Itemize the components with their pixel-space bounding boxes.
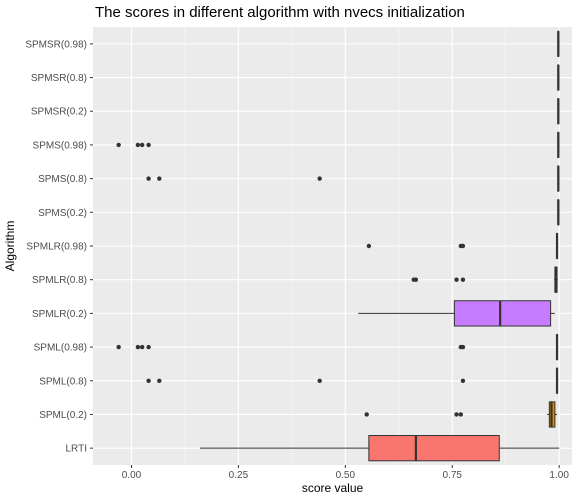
chart-title: The scores in different algorithm with n… bbox=[95, 4, 465, 21]
outlier-point bbox=[157, 378, 162, 383]
outlier-point bbox=[146, 344, 151, 350]
y-tick-label: SPMSR(0.98) bbox=[25, 39, 87, 50]
box-spml-0-98 bbox=[116, 333, 559, 361]
y-tick-label: SPMLR(0.8) bbox=[32, 275, 87, 286]
box-spms-0-98 bbox=[116, 131, 560, 159]
box-spmsr-0-98 bbox=[557, 30, 560, 57]
y-tick-label: SPMLR(0.2) bbox=[32, 309, 87, 320]
outlier-point bbox=[460, 277, 466, 282]
outlier-point bbox=[146, 378, 151, 383]
box-spmlr-0-98 bbox=[366, 232, 559, 260]
outlier-point bbox=[460, 344, 466, 350]
outlier-point bbox=[135, 344, 141, 350]
x-tick-label: 0.75 bbox=[443, 470, 463, 481]
box-spmlr-0-8 bbox=[411, 266, 558, 293]
x-tick-labels: 0.00 0.25 0.50 0.75 1.00 bbox=[122, 465, 569, 481]
x-axis-label: score value bbox=[302, 481, 364, 495]
x-tick-label: 1.00 bbox=[549, 470, 569, 481]
outlier-point bbox=[458, 412, 464, 417]
y-tick-labels: SPMSR(0.98) SPMSR(0.8) SPMSR(0.2) SPMS(0.98… bbox=[25, 39, 93, 455]
box-spml-0-2 bbox=[364, 401, 558, 428]
outlier-point bbox=[460, 378, 466, 383]
box-spmlr-0-2 bbox=[358, 300, 555, 327]
y-tick-label: SPMS(0.2) bbox=[38, 208, 87, 219]
outlier-point bbox=[157, 176, 162, 181]
y-axis-label: Algorithm bbox=[3, 221, 17, 272]
y-tick-label: SPMSR(0.2) bbox=[31, 107, 87, 118]
outlier-point bbox=[135, 142, 141, 148]
x-tick-label: 0.00 bbox=[122, 470, 142, 481]
box-spmsr-0-8 bbox=[557, 64, 560, 91]
x-tick-label: 0.50 bbox=[336, 470, 356, 481]
outlier-point bbox=[454, 277, 459, 282]
outlier-point bbox=[116, 344, 121, 350]
outlier-point bbox=[413, 277, 419, 282]
outlier-point bbox=[460, 243, 466, 249]
box-spms-0-2 bbox=[557, 199, 560, 226]
x-tick-label: 0.25 bbox=[229, 470, 249, 481]
outlier-point bbox=[454, 412, 459, 417]
y-tick-label: SPMLR(0.98) bbox=[26, 242, 87, 253]
outlier-point bbox=[366, 243, 372, 249]
y-tick-label: SPML(0.2) bbox=[39, 410, 87, 421]
outlier-point bbox=[146, 142, 151, 148]
outlier-point bbox=[116, 142, 121, 148]
y-tick-label: SPMSR(0.8) bbox=[31, 73, 87, 84]
outlier-point bbox=[317, 378, 322, 383]
outlier-point bbox=[139, 142, 145, 148]
outlier-point bbox=[146, 176, 151, 181]
y-tick-label: LRTI bbox=[66, 444, 88, 455]
box-lrti bbox=[199, 435, 560, 462]
y-tick-label: SPMS(0.98) bbox=[33, 140, 87, 151]
outlier-point bbox=[364, 412, 369, 417]
boxes-layer bbox=[116, 30, 560, 462]
box-body bbox=[368, 435, 500, 462]
y-tick-label: SPML(0.8) bbox=[39, 376, 87, 387]
box-body bbox=[453, 300, 552, 327]
box-spml-0-8 bbox=[146, 367, 559, 394]
outlier-point bbox=[139, 344, 145, 350]
outlier-point bbox=[317, 176, 322, 181]
y-tick-label: SPMS(0.8) bbox=[38, 174, 87, 185]
box-spmsr-0-2 bbox=[557, 98, 560, 125]
y-tick-label: SPML(0.98) bbox=[34, 343, 87, 354]
box-spms-0-8 bbox=[146, 165, 560, 192]
